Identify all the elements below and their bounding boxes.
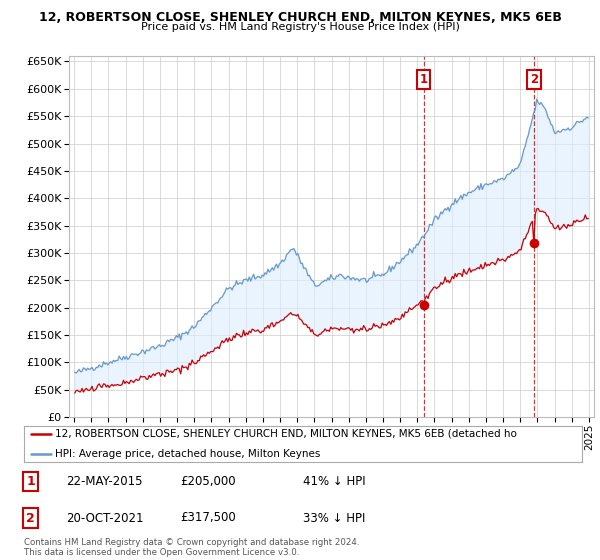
Text: 33% ↓ HPI: 33% ↓ HPI xyxy=(303,511,365,525)
Text: 2: 2 xyxy=(26,511,35,525)
Text: £317,500: £317,500 xyxy=(180,511,236,525)
Text: £205,000: £205,000 xyxy=(180,475,236,488)
Text: Contains HM Land Registry data © Crown copyright and database right 2024.
This d: Contains HM Land Registry data © Crown c… xyxy=(24,538,359,557)
Text: 22-MAY-2015: 22-MAY-2015 xyxy=(66,475,142,488)
Text: 2: 2 xyxy=(530,73,538,86)
Text: 12, ROBERTSON CLOSE, SHENLEY CHURCH END, MILTON KEYNES, MK5 6EB: 12, ROBERTSON CLOSE, SHENLEY CHURCH END,… xyxy=(38,11,562,24)
Text: HPI: Average price, detached house, Milton Keynes: HPI: Average price, detached house, Milt… xyxy=(55,449,320,459)
Text: 1: 1 xyxy=(26,475,35,488)
Text: 20-OCT-2021: 20-OCT-2021 xyxy=(66,511,143,525)
Text: 1: 1 xyxy=(420,73,428,86)
Text: 12, ROBERTSON CLOSE, SHENLEY CHURCH END, MILTON KEYNES, MK5 6EB (detached ho: 12, ROBERTSON CLOSE, SHENLEY CHURCH END,… xyxy=(55,428,517,438)
Text: 41% ↓ HPI: 41% ↓ HPI xyxy=(303,475,365,488)
Text: Price paid vs. HM Land Registry's House Price Index (HPI): Price paid vs. HM Land Registry's House … xyxy=(140,22,460,32)
